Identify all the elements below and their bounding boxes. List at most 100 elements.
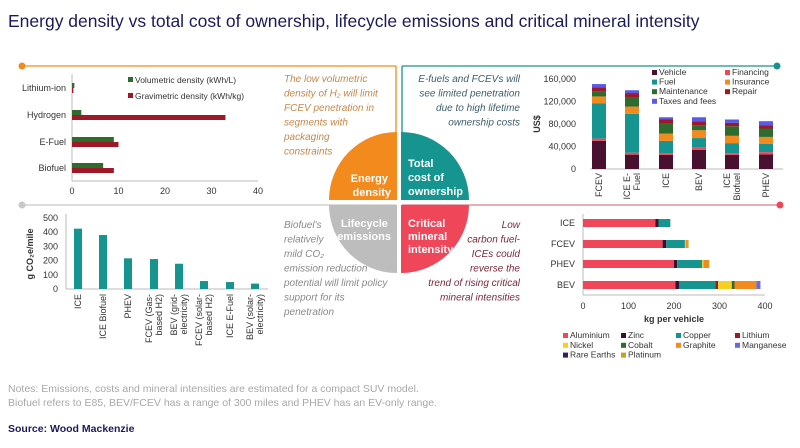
y-tick-label: 120,000 xyxy=(543,97,576,107)
bar-volumetric xyxy=(72,110,82,115)
category-label: ICE Biofuel xyxy=(98,294,108,339)
legend-swatch xyxy=(725,79,730,85)
bar-segment-manganese xyxy=(756,281,761,289)
tco-dot xyxy=(773,62,781,70)
legend-label: Repair xyxy=(732,86,757,96)
category-label: ICE xyxy=(560,218,575,228)
energy-note: The low volumetric density of H₂ will lim… xyxy=(283,74,379,158)
quadrant-notes: The low volumetric density of H₂ will lim… xyxy=(283,74,521,318)
y-tick-label: 80,000 xyxy=(548,119,576,129)
y-tick-label: 0 xyxy=(571,164,576,174)
bar-segment-financing xyxy=(725,153,739,155)
source-label: Source: Wood Mackenzie xyxy=(8,423,135,435)
category-label: PHEV xyxy=(761,173,771,198)
x-tick-label: 200 xyxy=(666,301,681,311)
bar-segment-vehicle xyxy=(692,149,706,169)
bar-segment-repair xyxy=(692,121,706,126)
emissions-note-line: Biofuel's xyxy=(284,220,322,231)
bar-segment-insurance xyxy=(659,133,673,141)
tco-note-line: E-fuels and FCEVs will xyxy=(418,74,520,85)
bar-segment-insurance xyxy=(725,135,739,144)
bar-segment-financing xyxy=(625,152,639,155)
legend-label: Graphite xyxy=(683,340,716,350)
legend-swatch xyxy=(621,352,626,358)
bar-gravimetric xyxy=(72,142,119,147)
category-label: PHEV xyxy=(123,294,133,319)
energy-quarter xyxy=(329,132,397,200)
emissions-bar xyxy=(74,228,82,289)
y-axis-label: US$ xyxy=(532,115,542,133)
x-tick-label: 300 xyxy=(712,301,727,311)
category-label: E-Fuel xyxy=(39,137,66,147)
legend-label: Taxes and fees xyxy=(659,96,716,106)
x-tick-label: 0 xyxy=(69,186,74,196)
bar-volumetric xyxy=(72,137,114,142)
energy-note-line: constraints xyxy=(284,147,332,158)
bar-segment-copper xyxy=(679,281,716,289)
bar-segment-graphite xyxy=(734,281,757,289)
bar-segment-insurance xyxy=(692,130,706,139)
legend-label: Fuel xyxy=(659,77,676,87)
bar-segment-graphite xyxy=(685,240,688,248)
minerals-note-line: reverse the xyxy=(470,264,520,275)
footer-note-line-2: Biofuel refers to E85, BEV/FCEV has a ra… xyxy=(8,397,437,409)
bar-segment-taxes xyxy=(725,119,739,123)
bar-gravimetric xyxy=(72,115,226,120)
x-tick-label: 20 xyxy=(160,186,170,196)
emissions-label: Lifecycle emissions xyxy=(337,218,391,243)
legend-swatch xyxy=(725,89,730,95)
x-tick-label: 0 xyxy=(580,301,585,311)
legend-label: Manganese xyxy=(742,340,787,350)
category-label: ICEBiofuel xyxy=(722,173,742,201)
x-tick-label: 10 xyxy=(113,186,123,196)
legend-label: Copper xyxy=(683,330,711,340)
y-tick-label: 300 xyxy=(43,241,58,251)
tco-note-line: due to high lifetime xyxy=(436,103,520,114)
legend-swatch xyxy=(676,333,681,338)
tco-note-line: see limited penetration xyxy=(419,89,520,100)
bar-segment-vehicle xyxy=(659,154,673,169)
legend-swatch xyxy=(735,333,740,338)
bar-segment-maintenance xyxy=(592,91,606,97)
bar-segment-aluminium xyxy=(583,219,656,227)
category-label: Biofuel xyxy=(38,163,66,173)
energy-label: Energy density xyxy=(351,173,392,199)
legend-label: Financing xyxy=(732,67,769,77)
energy-note-line: packaging xyxy=(283,132,330,143)
bar-segment-zinc xyxy=(655,219,659,227)
y-tick-label: 40,000 xyxy=(548,142,576,152)
energy-note-line: The low volumetric xyxy=(284,74,367,85)
emissions-note-line: mild CO₂ xyxy=(284,249,324,260)
bar-volumetric xyxy=(72,163,104,168)
category-label: Hydrogen xyxy=(27,110,66,120)
bar-segment-zinc xyxy=(662,240,667,248)
emissions-note-line: support for its xyxy=(284,293,345,304)
category-label: ICE xyxy=(73,294,83,309)
bar-segment-insurance xyxy=(625,106,639,114)
emissions-note: Biofuel's relatively mild CO₂ emission redu… xyxy=(283,220,388,318)
tco-chart: 0 40,000 80,000 120,000 160,000 US$ FCEV ICE E-… xyxy=(532,67,783,201)
bar-segment-nickel xyxy=(718,281,732,289)
bar-segment-repair xyxy=(625,93,639,97)
bar-segment-taxes xyxy=(759,121,773,126)
legend-label: Platinum xyxy=(628,350,661,360)
bar-segment-copper xyxy=(677,260,703,268)
legend-label: Cobalt xyxy=(628,340,653,350)
bar-segment-nickel xyxy=(684,240,686,248)
x-tick-label: 30 xyxy=(206,186,216,196)
x-axis-label: kg per vehicle xyxy=(644,314,704,324)
bar-segment-nickel xyxy=(702,260,704,268)
emissions-bar xyxy=(226,282,234,289)
emissions-note-line: relatively xyxy=(284,235,324,246)
category-label: FCEV (solar-based H2) xyxy=(194,294,214,346)
bar-segment-financing xyxy=(692,147,706,150)
legend-swatch xyxy=(563,352,568,358)
energy-dot xyxy=(18,62,26,70)
minerals-note: Low carbon fuel- ICEs could reverse the tren… xyxy=(428,220,520,304)
y-tick-label: 160,000 xyxy=(543,74,576,84)
minerals-note-line: carbon fuel- xyxy=(467,235,520,246)
category-label: BEV xyxy=(557,280,575,290)
y-tick-label: 0 xyxy=(53,284,58,294)
minerals-note-line: Low xyxy=(502,220,521,231)
